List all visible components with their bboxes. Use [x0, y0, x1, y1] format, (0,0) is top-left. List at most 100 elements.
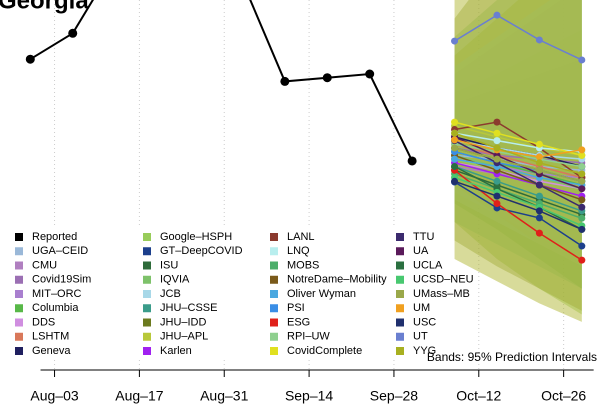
legend-swatch — [270, 347, 278, 355]
point — [407, 156, 417, 166]
legend-label: UCLA — [413, 259, 443, 271]
point — [451, 155, 459, 163]
legend-label: CMU — [32, 259, 57, 271]
point — [322, 73, 332, 83]
legend-label: RPI–UW — [287, 331, 330, 343]
legend-label: NotreDame–Mobility — [287, 274, 387, 286]
legend-box — [8, 226, 448, 358]
series-line — [454, 147, 583, 183]
x-tick-label: Oct–26 — [541, 388, 586, 404]
legend-swatch — [270, 261, 278, 270]
legend-label: YYG — [413, 345, 436, 357]
x-tick-label: Aug–03 — [30, 388, 78, 404]
legend-label: UT — [413, 331, 428, 343]
point — [280, 76, 290, 86]
legend-swatch — [15, 347, 23, 355]
series-line — [454, 14, 583, 61]
series-line — [454, 132, 583, 175]
series-line — [454, 181, 583, 247]
legend-label: PSI — [287, 302, 305, 314]
legend-swatch — [396, 304, 404, 313]
point — [535, 214, 543, 222]
legend: Reported UGA–CEID CMU Covid19Sim MIT–ORC Colu… — [15, 231, 474, 357]
legend-label: LANL — [287, 231, 315, 243]
x-tick-label: Sep–14 — [285, 388, 333, 404]
series-line — [454, 173, 583, 220]
legend-label: UCSD–NEU — [413, 274, 474, 286]
point — [535, 153, 543, 161]
legend-label: MOBS — [287, 259, 319, 271]
legend-label: UGA–CEID — [32, 245, 88, 257]
point — [493, 137, 501, 145]
series-line — [454, 162, 583, 197]
point — [578, 163, 586, 170]
legend-swatch — [396, 261, 404, 270]
legend-label: DDS — [32, 316, 55, 328]
point — [451, 129, 459, 137]
point — [578, 56, 586, 64]
legend-label: CovidComplete — [287, 345, 362, 357]
legend-label: MIT–ORC — [32, 288, 82, 300]
point — [451, 177, 459, 185]
legend-swatch — [15, 290, 23, 298]
legend-label: IQVIA — [160, 274, 190, 286]
point — [578, 203, 586, 211]
legend-swatch — [15, 275, 23, 284]
legend-swatch — [15, 318, 23, 327]
legend-swatch — [396, 275, 404, 284]
legend-label: TTU — [413, 231, 434, 243]
point — [68, 28, 78, 38]
point — [493, 192, 501, 200]
legend-label: Covid19Sim — [32, 274, 91, 286]
series-line — [454, 162, 582, 190]
point — [578, 170, 586, 178]
series-line — [454, 139, 582, 158]
legend-swatch — [396, 318, 404, 327]
point — [451, 163, 459, 170]
legend-label: Oliver Wyman — [287, 288, 356, 300]
legend-swatch — [270, 332, 278, 341]
legend-label: JCB — [160, 288, 181, 300]
lines — [25, 0, 586, 264]
point — [578, 185, 586, 193]
legend-label: USC — [413, 316, 436, 328]
legend-label: UMass–MB — [413, 288, 470, 300]
legend-label: GT–DeepCOVID — [160, 245, 243, 257]
x-tick-label: Aug–31 — [200, 388, 248, 404]
point — [535, 140, 543, 148]
legend-swatch — [143, 290, 151, 298]
point — [451, 37, 459, 45]
point — [578, 196, 586, 204]
point — [535, 181, 543, 189]
point — [451, 136, 459, 144]
legend-label: ISU — [160, 259, 178, 271]
x-axis: Aug–03 Aug–17 Aug–31 Sep–14 Sep–28 Oct–12 Oct–… — [30, 369, 594, 404]
point — [535, 166, 543, 174]
legend-swatch — [270, 318, 278, 327]
point — [365, 69, 375, 79]
legend-swatch — [143, 247, 151, 256]
point — [493, 200, 501, 207]
legend-swatch — [15, 247, 23, 256]
legend-swatch — [15, 233, 23, 241]
series-line — [454, 169, 583, 261]
legend-label: UA — [413, 245, 429, 257]
legend-swatch — [396, 332, 404, 341]
legend-swatch — [143, 275, 151, 284]
legend-swatch — [270, 304, 278, 313]
point — [25, 54, 35, 64]
series-line — [454, 121, 583, 157]
point — [493, 177, 501, 185]
point — [535, 192, 543, 200]
point — [493, 11, 501, 19]
point — [578, 151, 586, 159]
series-line — [454, 125, 582, 157]
legend-label: Google–HSPH — [160, 231, 232, 243]
legend-label: Columbia — [32, 302, 79, 314]
legend-label: ESG — [287, 316, 310, 328]
point — [535, 207, 543, 215]
legend-swatch — [143, 233, 151, 241]
legend-swatch — [143, 332, 151, 341]
